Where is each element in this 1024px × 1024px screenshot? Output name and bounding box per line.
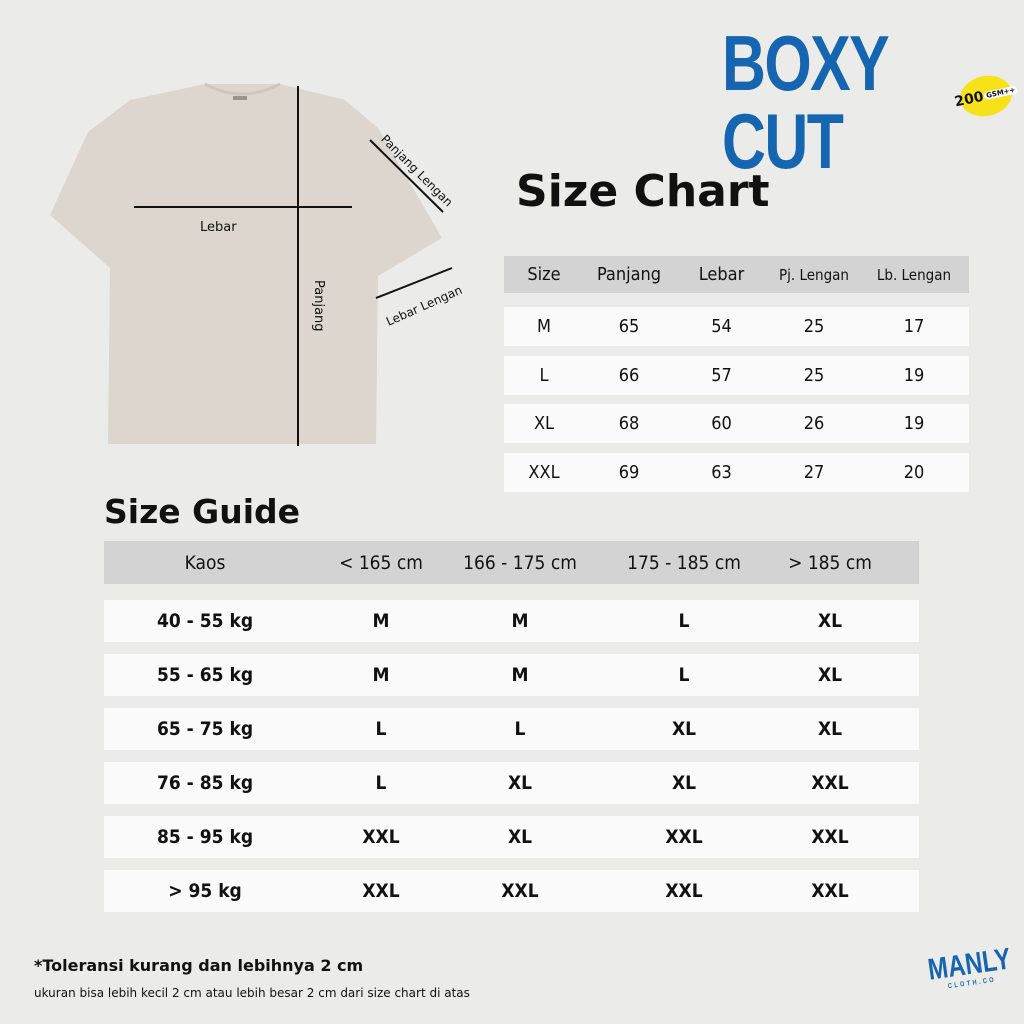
table-cell: XXL	[665, 826, 703, 848]
size-chart-title: Size Chart	[516, 166, 770, 217]
table-cell: 19	[903, 365, 925, 386]
table-cell: 25	[803, 365, 825, 386]
table-cell: M	[372, 664, 390, 686]
table-cell: XL	[507, 826, 533, 848]
table-cell: 63	[711, 462, 732, 483]
table-cell: XXL	[665, 880, 703, 902]
table-cell: XXL	[501, 880, 539, 902]
table-cell: XXL	[811, 880, 849, 902]
table-cell: 25	[803, 316, 825, 337]
table-cell: XXL	[528, 462, 560, 483]
table-row: > 95 kg XXL XXL XXL XXL	[104, 870, 919, 912]
table-cell: > 95 kg	[168, 880, 242, 902]
header-cell: Pj. Lengan	[779, 265, 849, 284]
table-row: XXL 69 63 27 20	[504, 453, 969, 492]
table-cell: XXL	[362, 880, 400, 902]
table-row: L 66 57 25 19	[504, 356, 969, 395]
table-cell: 54	[711, 316, 732, 337]
size-guide-title: Size Guide	[104, 492, 301, 531]
table-cell: 17	[903, 316, 925, 337]
size-guide-header: Kaos < 165 cm 166 - 175 cm 175 - 185 cm > 18…	[104, 541, 919, 584]
header-cell: > 185 cm	[788, 551, 872, 574]
manly-logo: MANLY CLOTH.CO	[926, 942, 1013, 992]
table-row: 65 - 75 kg L L XL XL	[104, 708, 919, 750]
header-cell: 175 - 185 cm	[627, 551, 741, 574]
table-cell: XL	[533, 413, 555, 434]
table-row: 85 - 95 kg XXL XL XXL XXL	[104, 816, 919, 858]
table-cell: 68	[618, 413, 640, 434]
header-cell: Size	[527, 264, 561, 285]
table-cell: 76 - 85 kg	[156, 772, 254, 794]
table-row: 40 - 55 kg M M L XL	[104, 600, 919, 642]
table-cell: 26	[803, 413, 825, 434]
table-cell: XL	[817, 718, 843, 740]
lebar-label: Lebar	[200, 220, 237, 235]
table-cell: M	[511, 610, 529, 632]
tolerance-note: *Toleransi kurang dan lebihnya 2 cm	[34, 956, 364, 975]
table-row: M 65 54 25 17	[504, 307, 969, 346]
table-cell: 60	[711, 413, 732, 434]
gsm-badge: 200 GSM++	[953, 71, 1018, 121]
table-cell: L	[375, 772, 387, 794]
table-cell: 69	[618, 462, 640, 483]
table-cell: XL	[671, 772, 697, 794]
header-cell: Lb. Lengan	[876, 265, 952, 284]
table-cell: XL	[817, 664, 843, 686]
table-row: XL 68 60 26 19	[504, 404, 969, 443]
table-cell: XL	[507, 772, 533, 794]
table-cell: L	[375, 718, 387, 740]
table-cell: 57	[711, 365, 732, 386]
table-cell: 65 - 75 kg	[156, 718, 254, 740]
table-cell: 27	[803, 462, 825, 483]
table-cell: L	[539, 365, 549, 386]
table-cell: XXL	[362, 826, 400, 848]
table-row: 76 - 85 kg L XL XL XXL	[104, 762, 919, 804]
table-cell: XL	[671, 718, 697, 740]
header-cell: < 165 cm	[339, 551, 423, 574]
header-cell: Kaos	[184, 551, 226, 574]
table-cell: L	[678, 664, 690, 686]
size-chart-header: Size Panjang Lebar Pj. Lengan Lb. Lengan	[504, 256, 969, 293]
tolerance-detail: ukuran bisa lebih kecil 2 cm atau lebih …	[34, 986, 470, 1000]
table-cell: L	[514, 718, 526, 740]
table-cell: XL	[817, 610, 843, 632]
lebar-lengan-line	[375, 267, 453, 299]
table-cell: M	[537, 316, 551, 337]
header-cell: Lebar	[698, 264, 745, 285]
table-cell: 66	[618, 365, 640, 386]
panjang-lengan-line	[369, 139, 444, 213]
panjang-label: Panjang	[311, 280, 326, 332]
table-cell: XXL	[811, 826, 849, 848]
table-cell: XXL	[811, 772, 849, 794]
tshirt-diagram	[50, 82, 453, 446]
badge-unit: GSM++	[983, 85, 1018, 101]
header-cell: 166 - 175 cm	[463, 551, 577, 574]
table-cell: L	[678, 610, 690, 632]
table-row: 55 - 65 kg M M L XL	[104, 654, 919, 696]
table-cell: 20	[903, 462, 925, 483]
table-cell: 40 - 55 kg	[156, 610, 254, 632]
tshirt-shape	[50, 84, 442, 444]
header-cell: Panjang	[596, 264, 662, 285]
table-cell: 85 - 95 kg	[156, 826, 254, 848]
table-cell: M	[372, 610, 390, 632]
badge-number: 200	[953, 88, 986, 111]
table-cell: 65	[618, 316, 640, 337]
table-cell: 19	[903, 413, 925, 434]
table-cell: M	[511, 664, 529, 686]
table-cell: 55 - 65 kg	[156, 664, 254, 686]
brand-title: BOXY CUT	[722, 19, 889, 185]
